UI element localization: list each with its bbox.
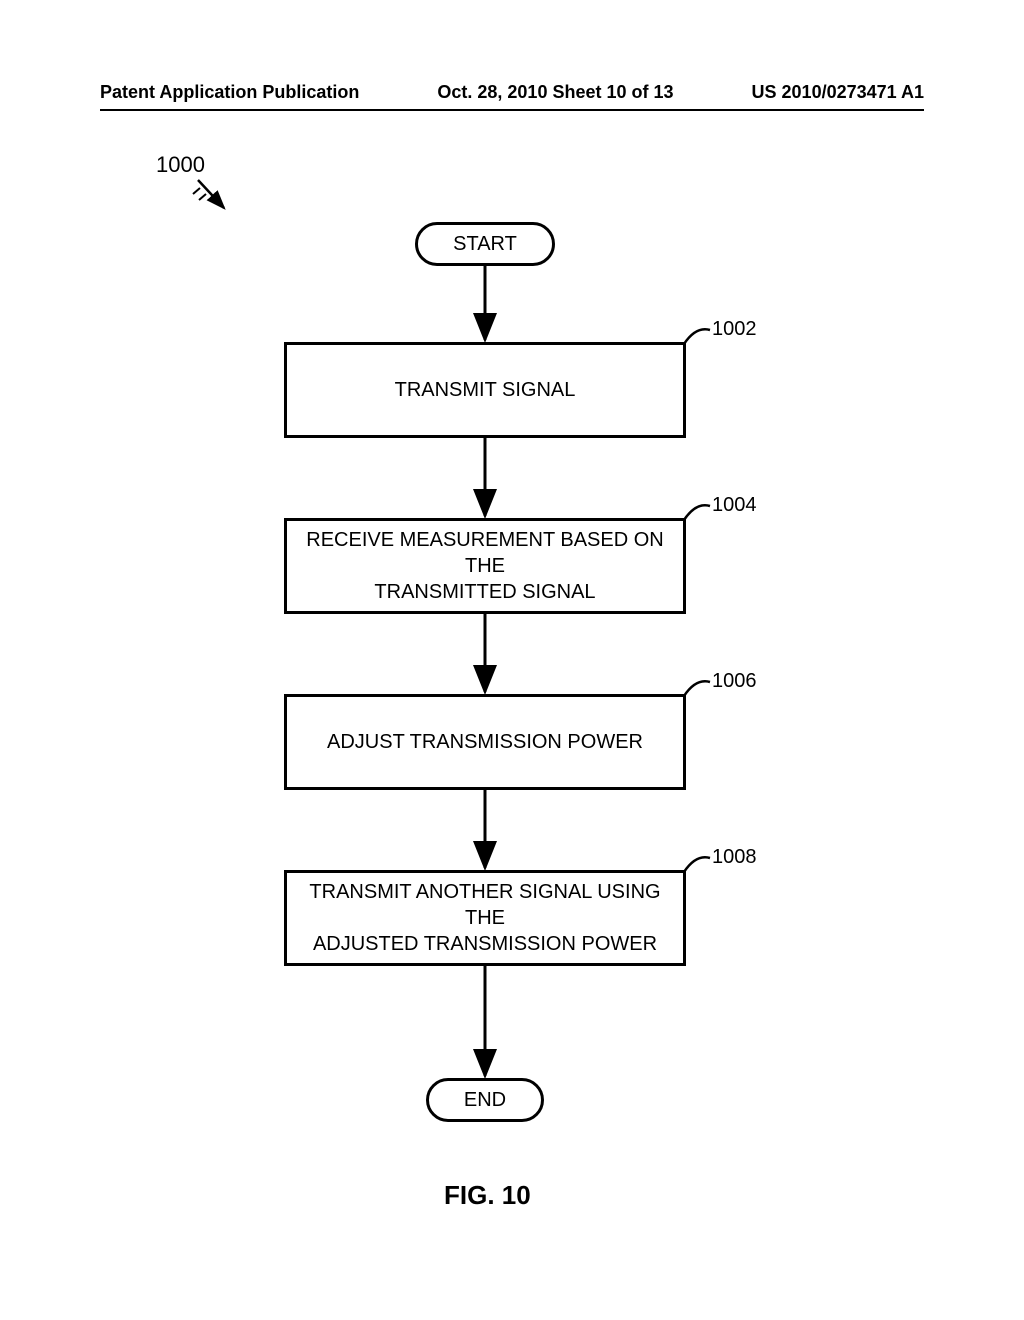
flow-connectors: [0, 0, 1024, 1320]
leader-1004: [684, 505, 710, 520]
figure-caption: FIG. 10: [444, 1180, 531, 1211]
leader-1002: [684, 329, 710, 344]
leader-1008: [684, 857, 710, 872]
page: Patent Application Publication Oct. 28, …: [0, 0, 1024, 1320]
leader-1006: [684, 681, 710, 696]
